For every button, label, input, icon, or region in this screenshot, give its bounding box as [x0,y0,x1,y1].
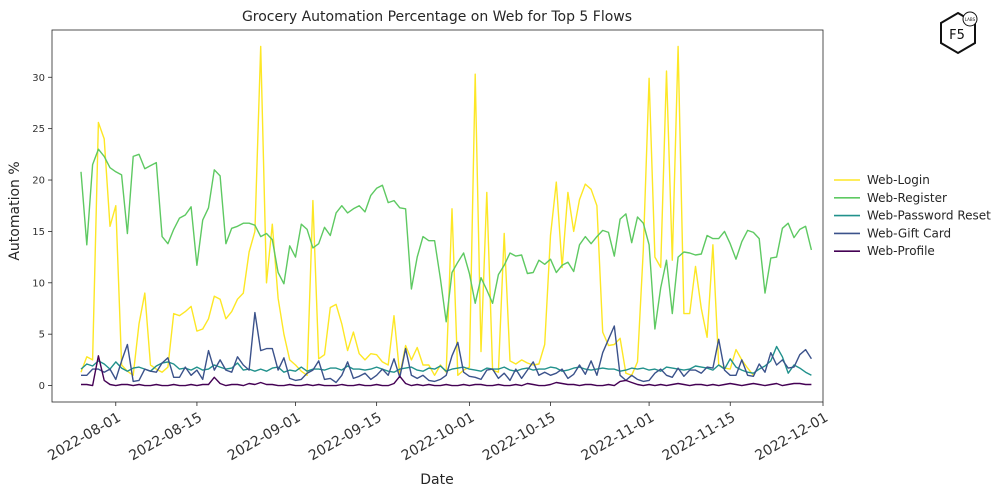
legend-label: Web-Profile [867,244,935,258]
plot-area [51,29,824,403]
series-line-web-gift-card [81,311,812,384]
logo-text: F5 [949,28,965,43]
logo-subtext: LABS [965,17,976,22]
y-tick-label: 30 [32,73,45,84]
legend-label: Web-Login [867,173,930,187]
series-lines [80,45,813,387]
y-tick-label: 0 [39,381,45,392]
y-axis: 0 5 10 15 20 25 30 [32,73,52,392]
x-axis: 2022-08-01 2022-08-15 2022-09-01 2022-09-15… [45,402,831,464]
legend-label: Web-Register [867,191,947,205]
legend-label: Web-Gift Card [867,226,951,240]
x-axis-label: Date [420,472,453,488]
x-tick-label: 2022-10-15 [480,410,558,465]
x-tick-label: 2022-10-01 [399,410,477,465]
series-line-web-register [80,148,813,330]
y-tick-label: 20 [32,176,45,187]
logo-badge-icon [962,11,978,27]
x-tick-label: 2022-08-15 [126,410,204,465]
series-line-web-profile [81,355,812,387]
series-line-web-password-reset [80,345,812,376]
plot-frame [51,29,824,403]
x-tick-label: 2022-11-15 [660,410,738,465]
y-axis-label: Automation % [7,161,23,260]
x-tick-label: 2022-08-01 [45,410,123,465]
y-tick-label: 5 [39,330,45,341]
x-tick-label: 2022-11-01 [579,410,657,465]
x-tick-label: 2022-09-01 [225,410,303,465]
legend: Web-Login Web-Register Web-Password Reset W… [834,173,991,258]
series-line-web-login [80,45,754,376]
x-tick-label: 2022-09-15 [306,410,384,465]
x-tick-label: 2022-12-01 [753,410,831,465]
chart-title: Grocery Automation Percentage on Web for… [242,9,632,25]
y-tick-label: 10 [32,278,45,289]
f5-labs-logo: F5 LABS [940,11,978,55]
y-tick-label: 25 [32,124,45,135]
legend-label: Web-Password Reset [867,209,991,223]
y-tick-label: 15 [32,227,45,238]
